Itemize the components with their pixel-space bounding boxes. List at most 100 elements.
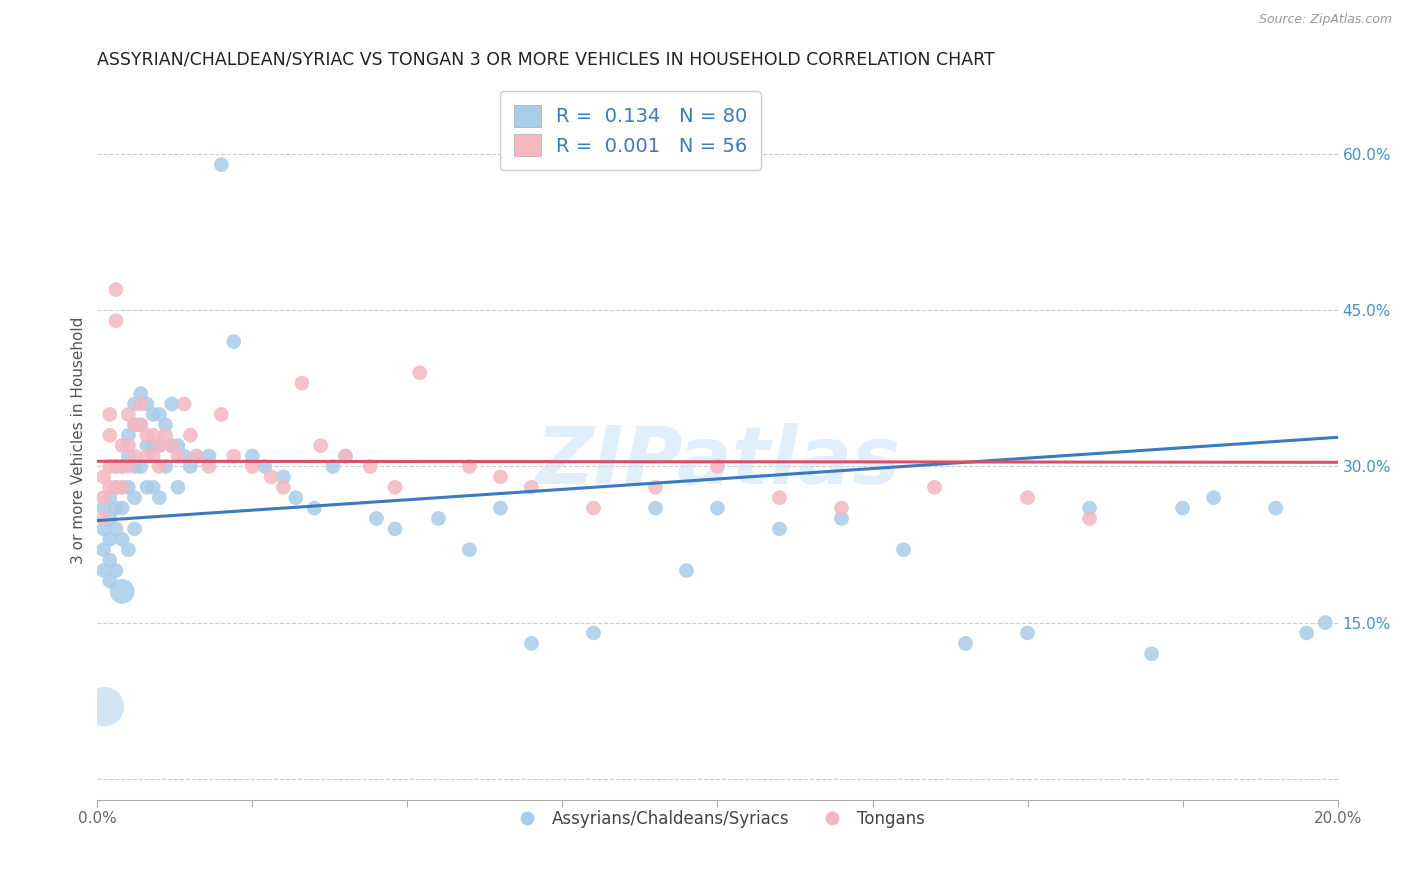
Point	[111, 439, 134, 453]
Point	[104, 314, 127, 328]
Point	[198, 449, 221, 463]
Point	[148, 491, 170, 505]
Point	[489, 470, 512, 484]
Point	[124, 459, 146, 474]
Point	[93, 542, 115, 557]
Point	[409, 366, 432, 380]
Y-axis label: 3 or more Vehicles in Household: 3 or more Vehicles in Household	[72, 317, 86, 564]
Point	[117, 480, 139, 494]
Point	[644, 480, 666, 494]
Point	[111, 480, 134, 494]
Point	[520, 636, 543, 650]
Point	[186, 449, 208, 463]
Point	[148, 408, 170, 422]
Point	[111, 459, 134, 474]
Point	[427, 511, 450, 525]
Point	[104, 480, 127, 494]
Point	[142, 449, 165, 463]
Point	[242, 459, 264, 474]
Point	[98, 408, 121, 422]
Legend: Assyrians/Chaldeans/Syriacs, Tongans: Assyrians/Chaldeans/Syriacs, Tongans	[503, 803, 931, 834]
Point	[111, 459, 134, 474]
Point	[98, 459, 121, 474]
Point	[93, 522, 115, 536]
Point	[111, 584, 134, 599]
Point	[335, 449, 357, 463]
Point	[104, 501, 127, 516]
Point	[104, 522, 127, 536]
Point	[1202, 491, 1225, 505]
Point	[222, 334, 245, 349]
Point	[98, 480, 121, 494]
Point	[142, 439, 165, 453]
Point	[98, 553, 121, 567]
Point	[129, 386, 152, 401]
Point	[117, 542, 139, 557]
Point	[104, 480, 127, 494]
Point	[1315, 615, 1337, 630]
Point	[1017, 491, 1039, 505]
Point	[582, 501, 605, 516]
Point	[98, 574, 121, 588]
Point	[136, 480, 159, 494]
Point	[167, 449, 190, 463]
Point	[124, 491, 146, 505]
Point	[1140, 647, 1163, 661]
Point	[831, 511, 853, 525]
Point	[1078, 511, 1101, 525]
Point	[124, 417, 146, 432]
Point	[253, 459, 276, 474]
Point	[1078, 501, 1101, 516]
Point	[768, 522, 790, 536]
Text: ASSYRIAN/CHALDEAN/SYRIAC VS TONGAN 3 OR MORE VEHICLES IN HOUSEHOLD CORRELATION C: ASSYRIAN/CHALDEAN/SYRIAC VS TONGAN 3 OR …	[97, 51, 995, 69]
Point	[155, 428, 177, 442]
Point	[136, 428, 159, 442]
Point	[768, 491, 790, 505]
Point	[129, 397, 152, 411]
Point	[142, 408, 165, 422]
Point	[222, 449, 245, 463]
Point	[129, 417, 152, 432]
Point	[160, 439, 183, 453]
Point	[309, 439, 332, 453]
Point	[284, 491, 307, 505]
Point	[117, 408, 139, 422]
Point	[148, 439, 170, 453]
Point	[167, 439, 190, 453]
Point	[98, 491, 121, 505]
Text: ZIPatlas: ZIPatlas	[536, 423, 900, 501]
Point	[706, 459, 728, 474]
Point	[124, 417, 146, 432]
Point	[831, 501, 853, 516]
Point	[335, 449, 357, 463]
Point	[644, 501, 666, 516]
Point	[955, 636, 977, 650]
Point	[136, 397, 159, 411]
Point	[136, 439, 159, 453]
Point	[186, 449, 208, 463]
Point	[384, 522, 406, 536]
Point	[93, 511, 115, 525]
Point	[129, 459, 152, 474]
Point	[93, 501, 115, 516]
Point	[98, 533, 121, 547]
Point	[173, 449, 195, 463]
Point	[489, 501, 512, 516]
Point	[117, 439, 139, 453]
Point	[458, 459, 481, 474]
Point	[198, 459, 221, 474]
Point	[142, 480, 165, 494]
Point	[155, 417, 177, 432]
Point	[1295, 626, 1317, 640]
Point	[104, 459, 127, 474]
Point	[148, 459, 170, 474]
Point	[1017, 626, 1039, 640]
Point	[136, 449, 159, 463]
Point	[179, 428, 201, 442]
Point	[520, 480, 543, 494]
Point	[129, 417, 152, 432]
Point	[98, 428, 121, 442]
Point	[167, 480, 190, 494]
Point	[155, 459, 177, 474]
Point	[706, 501, 728, 516]
